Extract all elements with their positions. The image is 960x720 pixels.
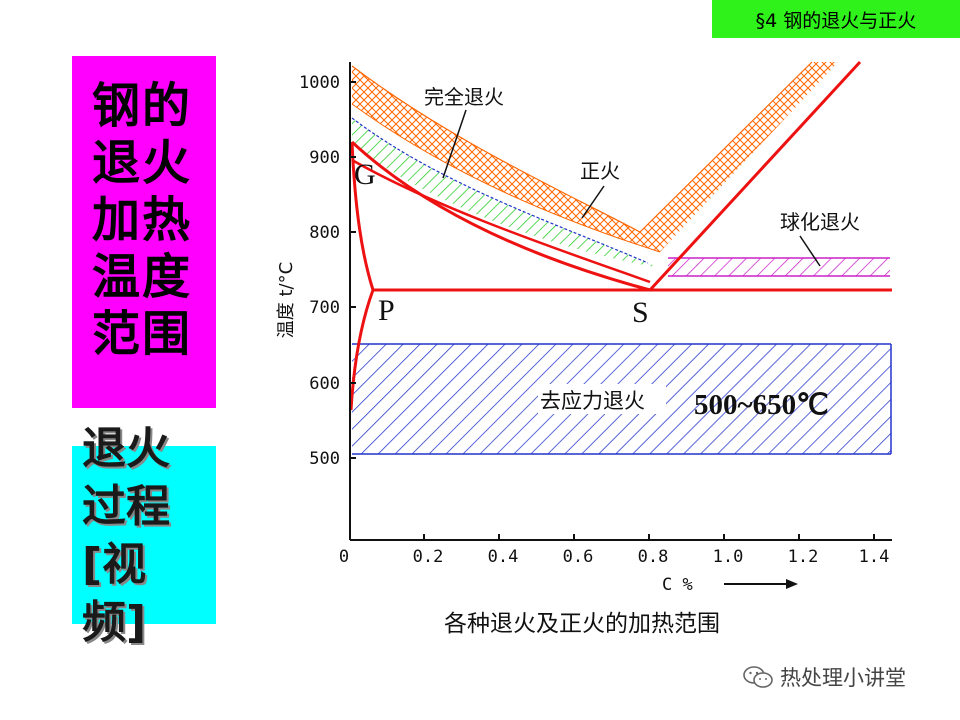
- y-tick-label: 500: [309, 449, 340, 469]
- title-line: 温度: [92, 249, 193, 305]
- x-axis-arrow: [724, 579, 798, 589]
- phase-lines: [349, 60, 892, 411]
- watermark: 热处理小讲堂: [742, 662, 906, 692]
- x-tick-label: 0: [339, 547, 349, 567]
- y-axis: 1000 900 800 700 600 500: [299, 73, 356, 469]
- x-tick-label: 0.2: [413, 547, 444, 567]
- x-tick-label: 0.4: [488, 547, 519, 567]
- video-line: 退火: [82, 423, 170, 474]
- y-tick-label: 700: [309, 298, 340, 318]
- video-line: 频]: [82, 597, 147, 648]
- diagram-caption: 各种退火及正火的加热范围: [444, 611, 720, 637]
- label-stress-relief: 去应力退火: [540, 389, 645, 413]
- title-line: 钢的: [92, 78, 193, 134]
- x-tick-label: 1.4: [859, 547, 890, 567]
- y-axis-label: 温度 t/°C: [276, 262, 297, 338]
- label-full-anneal: 完全退火: [424, 85, 504, 109]
- y-tick-label: 800: [309, 223, 340, 243]
- x-axis: 0 0.2 0.4 0.6 0.8 1.0 1.2 1.4: [339, 534, 889, 567]
- normalize-region: [352, 62, 838, 252]
- point-p: P: [378, 294, 395, 327]
- section-tag: §4 钢的退火与正火: [712, 0, 960, 38]
- title-line: 范围: [92, 306, 193, 362]
- title-line: 加热: [92, 192, 193, 248]
- label-spheroidize: 球化退火: [780, 210, 860, 234]
- title-text: 钢的 退火 加热 温度 范围: [92, 78, 200, 363]
- axes: [349, 62, 892, 541]
- x-tick-label: 0.6: [563, 547, 594, 567]
- title-panel: 钢的 退火 加热 温度 范围: [72, 56, 216, 408]
- title-line: 退火: [92, 135, 193, 191]
- video-line: 过程: [82, 481, 170, 532]
- video-link[interactable]: 退火 过程 [视 频]: [82, 420, 206, 652]
- point-s: S: [632, 296, 649, 329]
- point-g: G: [354, 158, 376, 191]
- x-tick-label: 0.8: [638, 547, 669, 567]
- y-tick-label: 900: [309, 148, 340, 168]
- video-line: [视: [82, 539, 147, 590]
- wechat-icon: [743, 666, 773, 688]
- label-normalize: 正火: [580, 159, 620, 183]
- video-panel[interactable]: [72, 446, 216, 624]
- x-tick-label: 1.0: [713, 547, 744, 567]
- x-tick-label: 1.2: [788, 547, 819, 567]
- spheroidize-region: [668, 258, 890, 276]
- label-stress-relief-range: 500~650℃: [694, 389, 829, 421]
- y-tick-label: 600: [309, 374, 340, 394]
- x-axis-label: C %: [662, 575, 693, 595]
- watermark-text: 热处理小讲堂: [780, 666, 906, 690]
- y-tick-label: 1000: [299, 73, 340, 93]
